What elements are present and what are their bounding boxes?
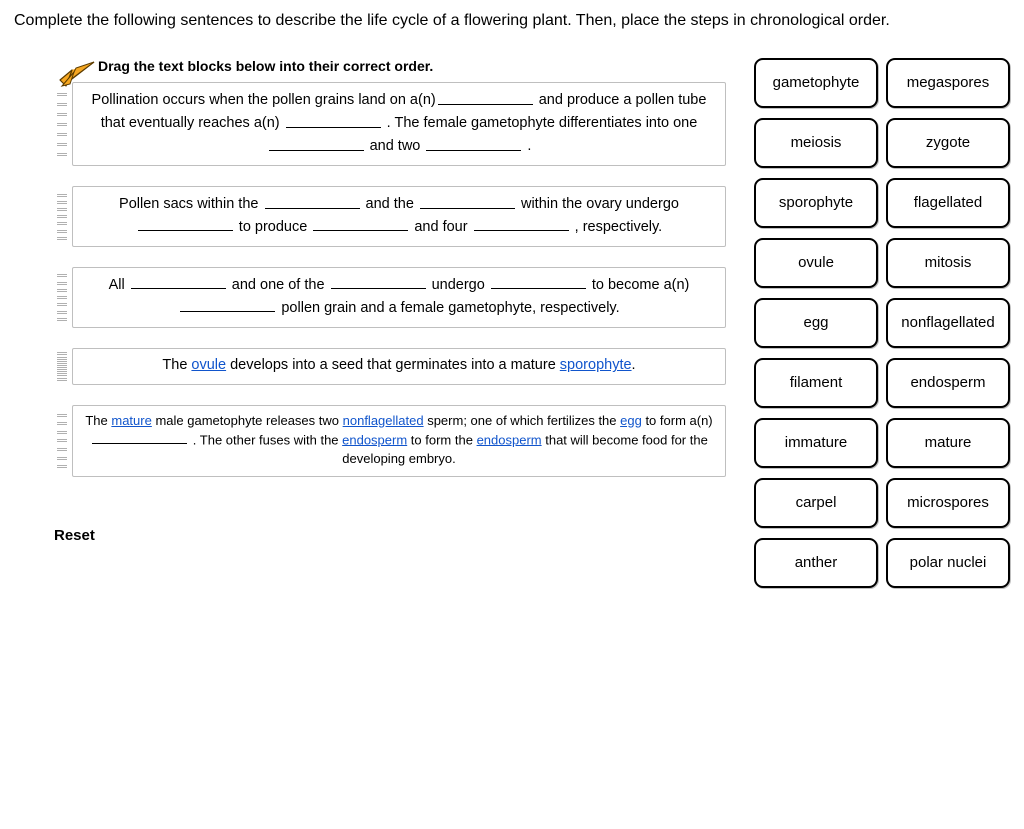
filled-answer[interactable]: endosperm bbox=[477, 432, 542, 447]
block-content: The mature male gametophyte releases two… bbox=[83, 412, 715, 469]
reset-button[interactable]: Reset bbox=[54, 527, 95, 544]
word-tile-filament[interactable]: filament bbox=[754, 358, 878, 408]
word-tile-anther[interactable]: anther bbox=[754, 538, 878, 588]
filled-answer[interactable]: endosperm bbox=[342, 432, 407, 447]
word-tile-meiosis[interactable]: meiosis bbox=[754, 118, 878, 168]
word-tile-sporophyte[interactable]: sporophyte bbox=[754, 178, 878, 228]
blank-slot[interactable] bbox=[420, 193, 515, 208]
blank-slot[interactable] bbox=[313, 216, 408, 231]
word-tile-microspores[interactable]: microspores bbox=[886, 478, 1010, 528]
blank-slot[interactable] bbox=[286, 112, 381, 127]
drag-handle-icon[interactable] bbox=[56, 408, 68, 474]
word-tile-nonflagellated[interactable]: nonflagellated bbox=[886, 298, 1010, 348]
blank-slot[interactable] bbox=[138, 216, 233, 231]
block-pollination[interactable]: Pollination occurs when the pollen grain… bbox=[72, 82, 726, 166]
block-ovule[interactable]: The ovule develops into a seed that germ… bbox=[72, 348, 726, 385]
instruction-text: Complete the following sentences to desc… bbox=[14, 10, 1010, 32]
blank-slot[interactable] bbox=[269, 135, 364, 150]
filled-answer[interactable]: sporophyte bbox=[560, 357, 632, 373]
blocks-container: Pollination occurs when the pollen grain… bbox=[54, 82, 726, 477]
word-tile-egg[interactable]: egg bbox=[754, 298, 878, 348]
word-tile-endosperm[interactable]: endosperm bbox=[886, 358, 1010, 408]
word-tile-polar-nuclei[interactable]: polar nuclei bbox=[886, 538, 1010, 588]
blank-slot[interactable] bbox=[474, 216, 569, 231]
block-pollensacs[interactable]: Pollen sacs within the and the within th… bbox=[72, 186, 726, 247]
word-tile-immature[interactable]: immature bbox=[754, 418, 878, 468]
blank-slot[interactable] bbox=[426, 135, 521, 150]
drag-handle-icon[interactable] bbox=[56, 270, 68, 325]
block-all[interactable]: All and one of the undergo to become a(n… bbox=[72, 267, 726, 328]
blank-slot[interactable] bbox=[438, 89, 533, 104]
word-tile-gametophyte[interactable]: gametophyte bbox=[754, 58, 878, 108]
blank-slot[interactable] bbox=[92, 431, 187, 445]
blank-slot[interactable] bbox=[265, 193, 360, 208]
filled-answer[interactable]: nonflagellated bbox=[343, 413, 424, 428]
filled-answer[interactable]: egg bbox=[620, 413, 642, 428]
block-content: The ovule develops into a seed that germ… bbox=[83, 355, 715, 377]
word-bank: gametophytemegasporesmeiosiszygotesporop… bbox=[754, 58, 1010, 588]
drag-header-text: Drag the text blocks below into their co… bbox=[98, 58, 433, 75]
word-tile-carpel[interactable]: carpel bbox=[754, 478, 878, 528]
blank-slot[interactable] bbox=[491, 274, 586, 289]
filled-answer[interactable]: mature bbox=[111, 413, 151, 428]
word-tile-mature[interactable]: mature bbox=[886, 418, 1010, 468]
left-column: Drag the text blocks below into their co… bbox=[54, 58, 726, 545]
drag-header: Drag the text blocks below into their co… bbox=[98, 58, 726, 75]
blank-slot[interactable] bbox=[331, 274, 426, 289]
block-content: Pollen sacs within the and the within th… bbox=[83, 193, 715, 239]
drag-handle-icon[interactable] bbox=[56, 351, 68, 382]
word-tile-flagellated[interactable]: flagellated bbox=[886, 178, 1010, 228]
blank-slot[interactable] bbox=[131, 274, 226, 289]
block-content: Pollination occurs when the pollen grain… bbox=[83, 89, 715, 158]
block-content: All and one of the undergo to become a(n… bbox=[83, 274, 715, 320]
word-tile-zygote[interactable]: zygote bbox=[886, 118, 1010, 168]
drag-handle-icon[interactable] bbox=[56, 189, 68, 244]
blank-slot[interactable] bbox=[180, 297, 275, 312]
main-area: Drag the text blocks below into their co… bbox=[14, 58, 1010, 588]
block-mature[interactable]: The mature male gametophyte releases two… bbox=[72, 405, 726, 477]
word-tile-megaspores[interactable]: megaspores bbox=[886, 58, 1010, 108]
word-tile-mitosis[interactable]: mitosis bbox=[886, 238, 1010, 288]
word-tile-ovule[interactable]: ovule bbox=[754, 238, 878, 288]
drag-handle-icon[interactable] bbox=[56, 85, 68, 163]
filled-answer[interactable]: ovule bbox=[191, 357, 226, 373]
